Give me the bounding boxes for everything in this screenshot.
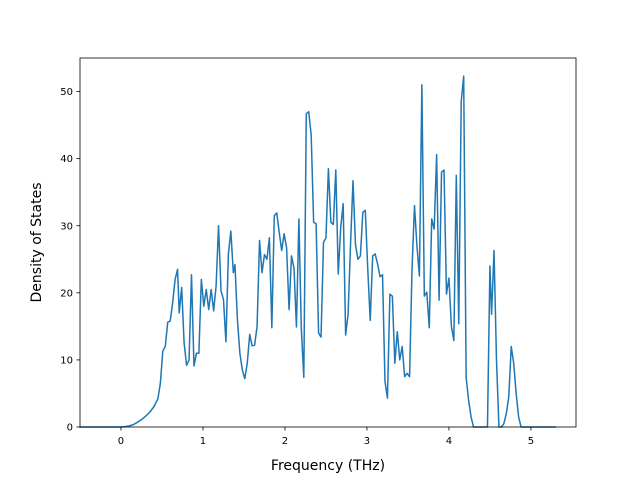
x-tick-label: 5 (528, 436, 534, 447)
plot-area (79, 57, 577, 428)
x-tick-label: 3 (364, 436, 370, 447)
axes-frame (79, 57, 577, 428)
y-axis-label: Density of States (29, 183, 45, 303)
y-axis-ticks: 0 10 20 30 40 50 (60, 87, 80, 434)
y-tick-label: 50 (60, 87, 73, 98)
x-tick-label: 1 (200, 436, 206, 447)
x-tick-label: 4 (446, 436, 452, 447)
y-tick-label: 40 (60, 154, 73, 165)
y-tick-label: 20 (60, 288, 73, 299)
y-tick-label: 30 (60, 221, 73, 232)
x-tick-label: 2 (282, 436, 288, 447)
series-line-0 (79, 75, 557, 428)
x-axis-label: Frequency (THz) (271, 458, 385, 474)
series-layer (79, 75, 557, 428)
y-tick-label: 0 (67, 423, 73, 434)
y-tick-label: 10 (60, 356, 73, 367)
x-axis-ticks: 0 1 2 3 4 5 (118, 427, 534, 447)
x-tick-label: 0 (118, 436, 124, 447)
